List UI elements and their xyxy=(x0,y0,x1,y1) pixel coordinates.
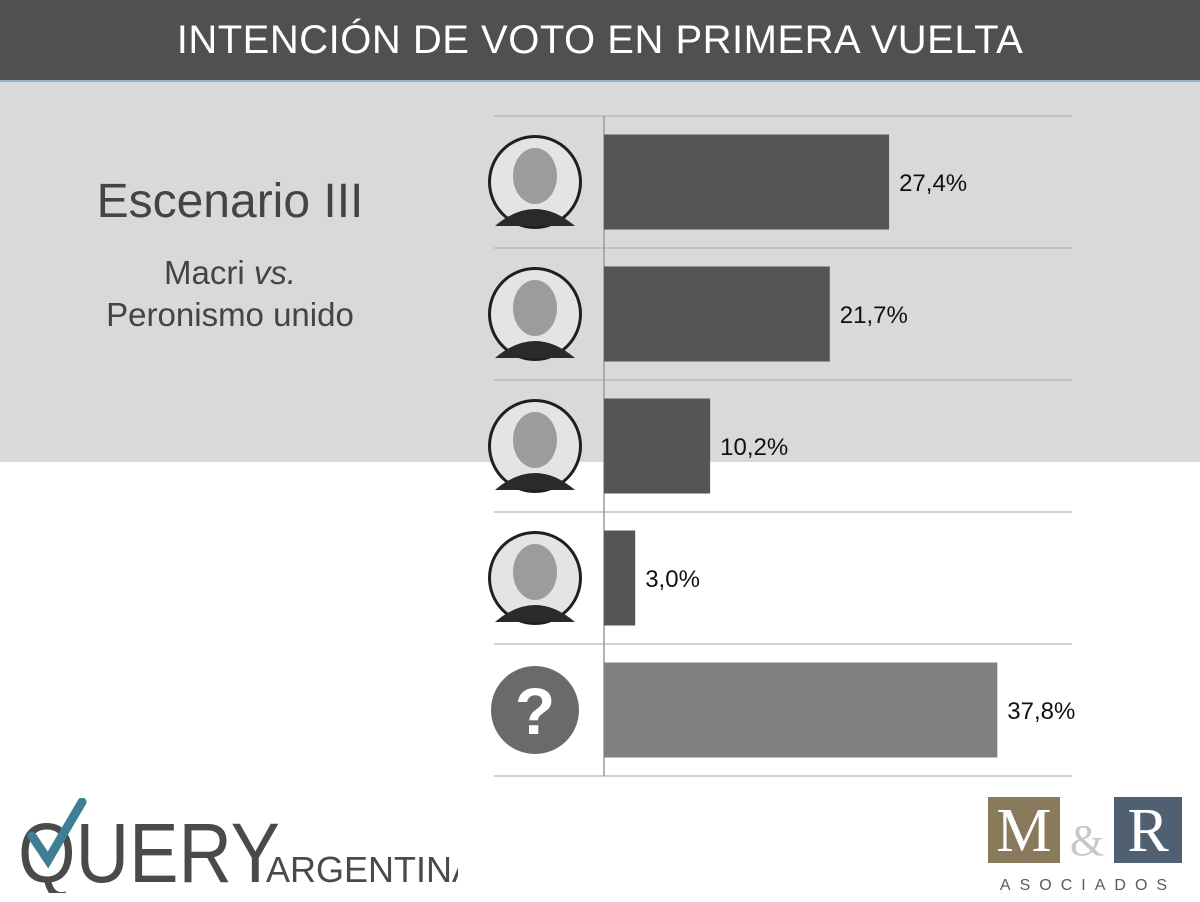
scenario-title: Escenario III xyxy=(96,175,364,228)
scenario-line2: Peronismo unido xyxy=(106,296,354,333)
scenario-label: Escenario III Macri vs. Peronismo unido xyxy=(30,170,430,336)
data-label: 21,7% xyxy=(840,302,908,329)
face-shape xyxy=(513,280,557,336)
face-shape xyxy=(513,412,557,468)
mr-logo-m: M xyxy=(996,797,1051,865)
checkmark-icon xyxy=(27,798,87,869)
face-shape xyxy=(513,148,557,204)
scenario-subtitle: Macri vs. Peronismo unido xyxy=(30,252,430,336)
mr-logo-sub: ASOCIADOS xyxy=(1000,877,1176,894)
bar xyxy=(604,398,711,494)
bar xyxy=(604,662,998,758)
shoulders-shape xyxy=(495,341,575,358)
chart-title: INTENCIÓN DE VOTO EN PRIMERA VUELTA xyxy=(176,17,1024,62)
scenario-line1: Macri xyxy=(163,254,245,291)
query-argentina-logo: QUERY ARGENTINA xyxy=(18,798,458,893)
bar xyxy=(604,266,830,362)
question-mark-icon xyxy=(491,666,579,754)
bar xyxy=(604,134,890,230)
shoulders-shape xyxy=(495,605,575,622)
face-shape xyxy=(513,544,557,600)
question-mark-glyph: ? xyxy=(515,674,555,748)
scenario-vs: vs. xyxy=(253,254,296,291)
gray-band xyxy=(0,82,1200,462)
header-bar: INTENCIÓN DE VOTO EN PRIMERA VUELTA xyxy=(0,0,1200,82)
shoulders-shape xyxy=(495,473,575,490)
query-logo-sub: ARGENTINA xyxy=(266,849,458,890)
mr-logo-amp: & xyxy=(1070,816,1104,865)
mr-asociados-logo: M & R ASOCIADOS xyxy=(988,797,1182,894)
data-label: 37,8% xyxy=(1007,698,1075,725)
bar-chart: 27,4% 21,7% 10,2% 3,0% 37,8%? xyxy=(488,115,1075,777)
query-logo-text: QUERY xyxy=(18,806,280,893)
shoulders-shape xyxy=(495,209,575,226)
mr-logo-r: R xyxy=(1127,797,1169,865)
data-label: 10,2% xyxy=(720,434,788,461)
data-label: 3,0% xyxy=(645,566,700,593)
data-label: 27,4% xyxy=(899,170,967,197)
bar xyxy=(604,530,636,626)
